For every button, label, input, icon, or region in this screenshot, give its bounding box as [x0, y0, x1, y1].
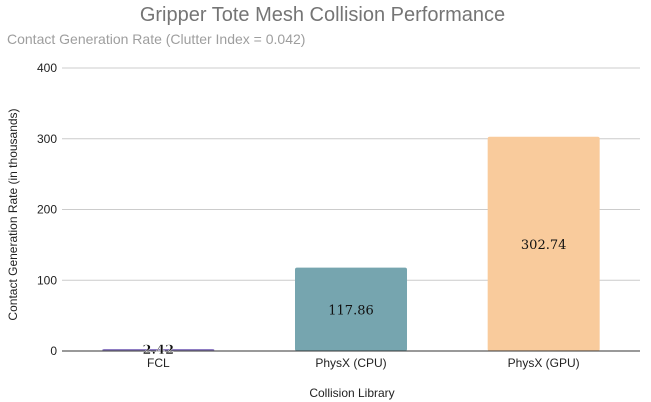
y-tick-label: 0: [50, 344, 57, 358]
y-axis-title: Contact Generation Rate (in thousands): [6, 108, 20, 320]
bar-value-labels: 2.42 117.86 302.74: [142, 238, 566, 358]
bar-physx-cpu: [295, 267, 407, 351]
x-axis-title: Collision Library: [309, 386, 394, 400]
y-tick-label: 200: [37, 203, 57, 217]
bar-value-label: 2.42: [142, 343, 174, 358]
y-tick-label: 100: [37, 273, 57, 287]
x-axis-ticks: FCL PhysX (CPU) PhysX (GPU): [147, 356, 580, 370]
bar-value-label: 117.86: [328, 303, 374, 318]
bar-value-label: 302.74: [521, 238, 567, 253]
x-tick-label: PhysX (CPU): [315, 356, 386, 370]
y-tick-label: 300: [37, 132, 57, 146]
y-tick-label: 400: [37, 61, 57, 75]
chart-subtitle: Contact Generation Rate (Clutter Index =…: [7, 31, 306, 47]
y-axis-ticks: 0 100 200 300 400: [37, 61, 57, 358]
chart-title: Gripper Tote Mesh Collision Performance: [139, 4, 506, 26]
x-tick-label: FCL: [147, 356, 170, 370]
x-tick-label: PhysX (GPU): [508, 356, 580, 370]
bars: [102, 136, 600, 351]
bar-physx-gpu: [487, 136, 600, 351]
